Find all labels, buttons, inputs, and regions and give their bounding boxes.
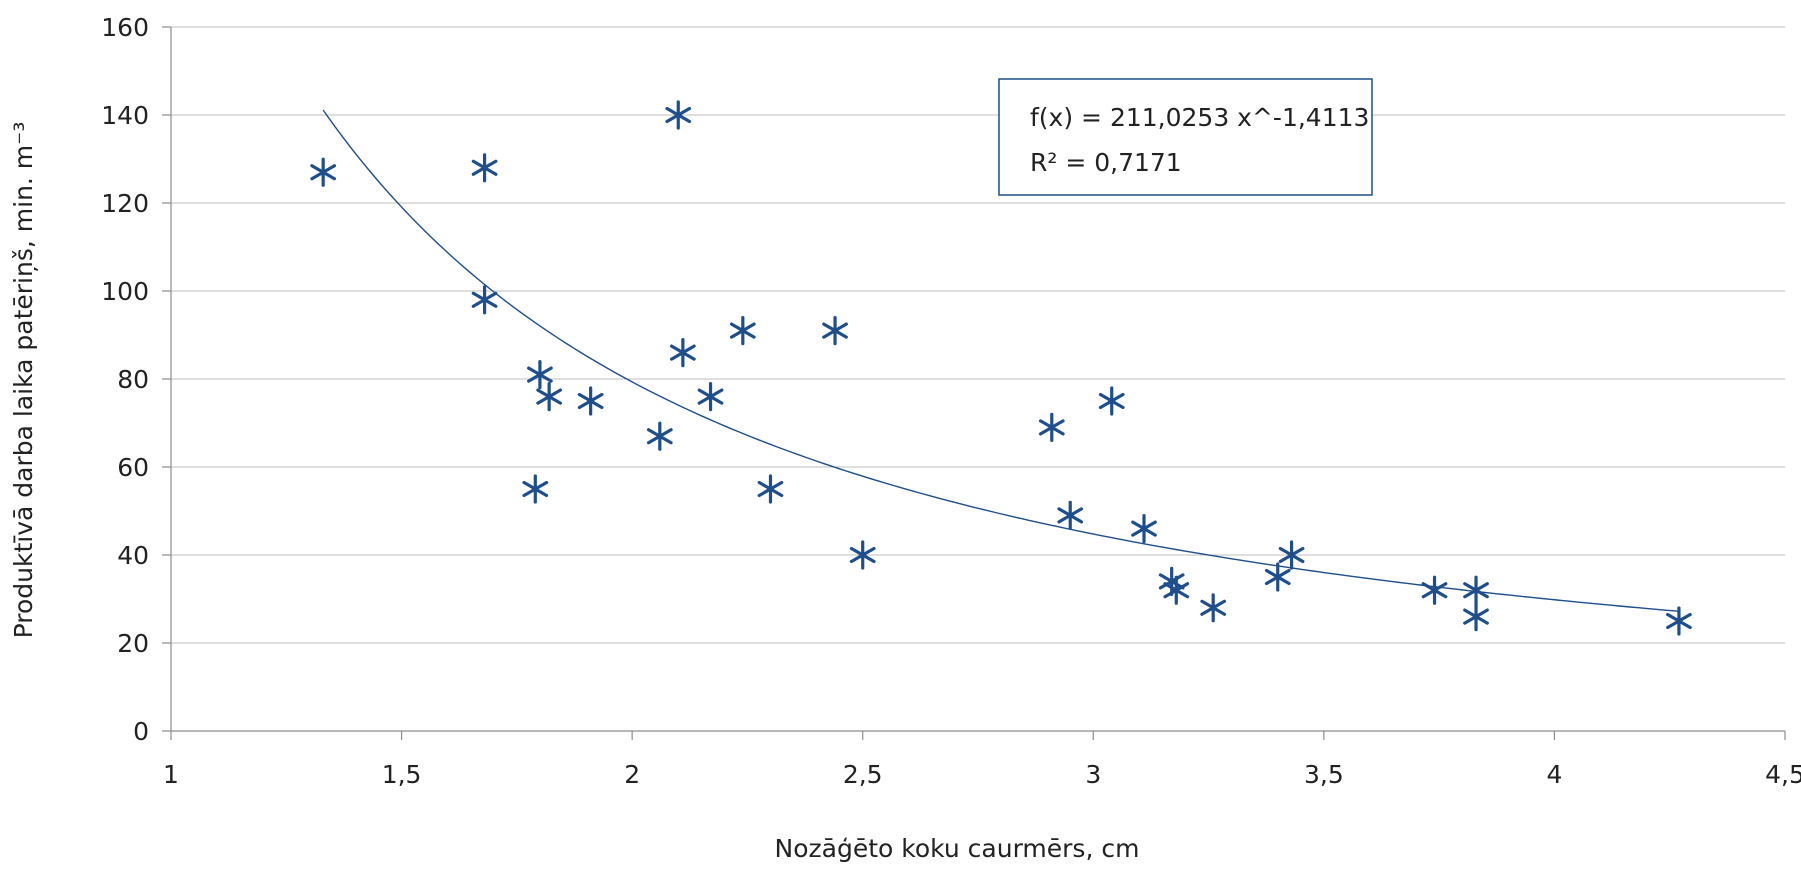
data-point-3 xyxy=(527,360,553,390)
data-point-0 xyxy=(310,157,337,187)
y-tick-label-3: 60 xyxy=(117,453,149,482)
y-tick-label-1: 20 xyxy=(117,629,149,658)
data-point-25 xyxy=(1463,575,1489,605)
data-point-22 xyxy=(1264,562,1291,592)
data-point-6 xyxy=(522,474,549,504)
data-point-7 xyxy=(646,421,673,451)
data-point-21 xyxy=(1200,593,1227,623)
data-point-18 xyxy=(1131,513,1157,544)
data-point-26 xyxy=(1463,601,1489,632)
grid-lines xyxy=(171,26,1785,644)
data-point-10 xyxy=(697,382,724,412)
y-tick-label-2: 40 xyxy=(117,541,149,570)
data-point-2 xyxy=(471,285,498,315)
data-point-5 xyxy=(577,386,604,416)
data-point-12 xyxy=(757,474,784,504)
data-point-14 xyxy=(849,540,876,570)
data-point-27 xyxy=(1666,606,1692,636)
x-tick-label-2: 2 xyxy=(624,760,640,789)
data-points xyxy=(310,100,1692,636)
x-axis-tick-labels: 1 1,5 2 2,5 3 3,5 4 4,5 xyxy=(163,760,1801,789)
x-axis-title: Nozāģēto koku caurmērs, cm xyxy=(775,834,1140,863)
x-tick-label-3: 2,5 xyxy=(843,760,883,789)
data-point-15 xyxy=(1038,412,1065,442)
y-tick-label-0: 0 xyxy=(133,717,149,746)
x-tick-label-1: 1,5 xyxy=(382,760,422,789)
data-point-13 xyxy=(822,316,848,346)
data-point-4 xyxy=(536,382,562,412)
y-axis-title: Produktīvā darba laika patēriņš, min. m⁻… xyxy=(9,122,38,639)
x-tick-label-6: 4 xyxy=(1546,760,1562,789)
y-tick-label-7: 140 xyxy=(101,101,149,130)
y-axis-tick-labels: 0 20 40 60 80 100 120 140 160 xyxy=(101,13,149,746)
data-point-1 xyxy=(471,153,498,183)
data-point-20 xyxy=(1163,575,1190,605)
x-tick-label-5: 3,5 xyxy=(1304,760,1344,789)
y-tick-label-8: 160 xyxy=(101,13,149,42)
y-tick-label-5: 100 xyxy=(101,277,149,306)
equation-box: f(x) = 211,0253 x^-1,4113 R² = 0,7171 xyxy=(998,78,1373,196)
data-point-24 xyxy=(1421,575,1448,605)
data-point-19 xyxy=(1158,566,1185,597)
data-point-16 xyxy=(1057,500,1084,531)
axes xyxy=(162,26,1786,740)
data-point-8 xyxy=(665,100,692,130)
data-point-17 xyxy=(1098,386,1125,416)
data-point-11 xyxy=(729,316,756,346)
y-tick-label-4: 80 xyxy=(117,365,149,394)
power-trendline xyxy=(322,109,1680,613)
y-tick-label-6: 120 xyxy=(101,189,149,218)
x-tick-label-4: 3 xyxy=(1085,760,1101,789)
trendline-equation: f(x) = 211,0253 x^-1,4113 xyxy=(1030,103,1369,132)
x-tick-label-7: 4,5 xyxy=(1765,760,1801,789)
trendline-r-squared: R² = 0,7171 xyxy=(1030,148,1182,177)
data-point-23 xyxy=(1278,540,1305,570)
x-tick-label-0: 1 xyxy=(163,760,179,789)
data-point-9 xyxy=(670,338,696,368)
